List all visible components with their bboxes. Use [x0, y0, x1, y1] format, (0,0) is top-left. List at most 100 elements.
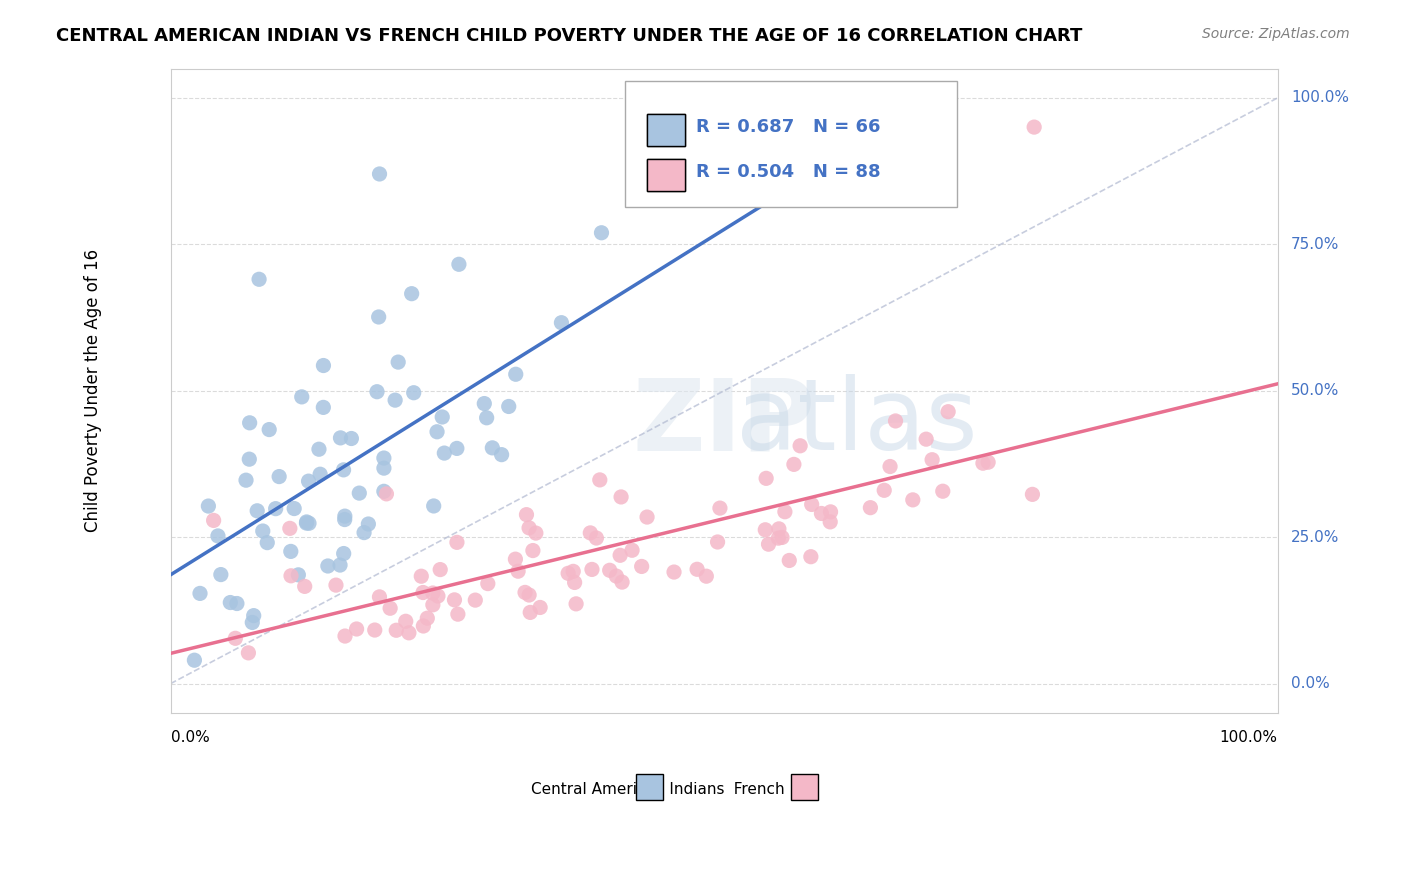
Point [368, 167, 391, 181]
Point [398, 625, 420, 640]
Point [287, 567, 309, 582]
Point [207, 529, 229, 543]
Point [768, 531, 790, 545]
Point [901, 492, 924, 507]
Point [294, 579, 316, 593]
Point [291, 390, 314, 404]
Point [585, 531, 607, 545]
Point [280, 544, 302, 558]
Point [513, 585, 536, 599]
Point [373, 461, 395, 475]
Point [936, 405, 959, 419]
Point [332, 463, 354, 477]
Point [422, 598, 444, 612]
Point [1024, 120, 1046, 134]
Text: Source: ZipAtlas.com: Source: ZipAtlas.com [1202, 27, 1350, 41]
Point [524, 526, 547, 541]
Point [240, 615, 263, 630]
Point [581, 562, 603, 576]
Point [630, 559, 652, 574]
Point [879, 459, 901, 474]
Point [426, 589, 449, 603]
Text: French: French [724, 781, 785, 797]
Point [564, 575, 586, 590]
Point [298, 516, 321, 531]
Point [662, 565, 685, 579]
Point [197, 499, 219, 513]
Point [329, 558, 352, 572]
Point [477, 576, 499, 591]
Point [818, 515, 841, 529]
Point [589, 473, 612, 487]
Point [368, 590, 391, 604]
Point [932, 484, 955, 499]
Point [387, 355, 409, 369]
Point [686, 562, 709, 576]
Point [308, 442, 330, 457]
Text: 50.0%: 50.0% [1291, 384, 1340, 398]
Text: 25.0%: 25.0% [1291, 530, 1340, 545]
Point [333, 512, 356, 526]
Point [579, 525, 602, 540]
Point [972, 456, 994, 470]
Point [800, 549, 823, 564]
Point [481, 441, 503, 455]
Text: CENTRAL AMERICAN INDIAN VS FRENCH CHILD POVERTY UNDER THE AGE OF 16 CORRELATION : CENTRAL AMERICAN INDIAN VS FRENCH CHILD … [56, 27, 1083, 45]
Point [517, 588, 540, 602]
Point [252, 524, 274, 538]
Point [238, 452, 260, 467]
Point [519, 606, 541, 620]
Point [498, 400, 520, 414]
Point [505, 368, 527, 382]
Point [257, 423, 280, 437]
Point [621, 543, 644, 558]
Point [591, 226, 613, 240]
Point [800, 498, 823, 512]
Point [432, 409, 454, 424]
Point [768, 522, 790, 536]
Point [385, 624, 408, 638]
Point [316, 559, 339, 574]
Point [429, 563, 451, 577]
Point [202, 513, 225, 527]
Point [529, 600, 551, 615]
Point [183, 653, 205, 667]
Point [219, 595, 242, 609]
Point [264, 501, 287, 516]
Point [557, 566, 579, 581]
Point [235, 473, 257, 487]
Point [915, 432, 938, 446]
Point [295, 516, 318, 530]
Point [706, 535, 728, 549]
Point [859, 500, 882, 515]
Point [636, 510, 658, 524]
Point [364, 623, 387, 637]
Point [357, 516, 380, 531]
Point [246, 504, 269, 518]
Point [412, 619, 434, 633]
Point [550, 316, 572, 330]
Text: 100.0%: 100.0% [1220, 731, 1278, 746]
Point [472, 396, 495, 410]
Text: 0.0%: 0.0% [170, 731, 209, 746]
Point [373, 484, 395, 499]
Point [884, 414, 907, 428]
Point [312, 359, 335, 373]
Point [188, 586, 211, 600]
Point [280, 569, 302, 583]
Point [446, 535, 468, 549]
Point [333, 629, 356, 643]
Point [522, 543, 544, 558]
Point [506, 564, 529, 578]
Point [778, 553, 800, 567]
Point [447, 607, 470, 622]
Point [309, 467, 332, 482]
Point [346, 622, 368, 636]
Point [447, 257, 470, 271]
Point [278, 521, 301, 535]
Point [384, 393, 406, 408]
Point [239, 416, 262, 430]
Point [605, 569, 627, 583]
Point [295, 515, 318, 529]
FancyBboxPatch shape [790, 774, 818, 800]
